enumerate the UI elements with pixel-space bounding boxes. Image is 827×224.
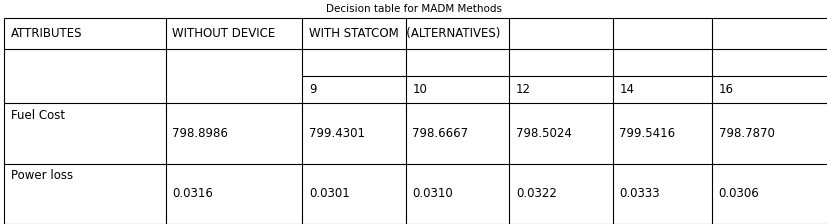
Text: 0.0310: 0.0310 <box>412 187 452 200</box>
Text: 0.0301: 0.0301 <box>308 187 349 200</box>
Text: 9: 9 <box>308 83 316 96</box>
Text: 12: 12 <box>515 83 530 96</box>
Text: 798.6667: 798.6667 <box>412 127 468 140</box>
Text: 16: 16 <box>718 83 733 96</box>
Text: 798.8986: 798.8986 <box>172 127 227 140</box>
Text: 0.0306: 0.0306 <box>718 187 758 200</box>
Text: WITH STATCOM  (ALTERNATIVES): WITH STATCOM (ALTERNATIVES) <box>308 27 500 40</box>
Text: 10: 10 <box>412 83 427 96</box>
Text: Power loss: Power loss <box>11 169 73 182</box>
Text: 0.0333: 0.0333 <box>619 187 659 200</box>
Text: 799.4301: 799.4301 <box>308 127 365 140</box>
Text: Fuel Cost: Fuel Cost <box>11 109 65 122</box>
Text: 0.0316: 0.0316 <box>172 187 213 200</box>
Text: 798.7870: 798.7870 <box>718 127 773 140</box>
Text: WITHOUT DEVICE: WITHOUT DEVICE <box>172 27 275 40</box>
Text: 14: 14 <box>619 83 633 96</box>
Text: 799.5416: 799.5416 <box>619 127 675 140</box>
Text: 798.5024: 798.5024 <box>515 127 571 140</box>
Text: ATTRIBUTES: ATTRIBUTES <box>11 27 82 40</box>
Text: 0.0322: 0.0322 <box>515 187 556 200</box>
Text: Decision table for MADM Methods: Decision table for MADM Methods <box>326 4 501 14</box>
